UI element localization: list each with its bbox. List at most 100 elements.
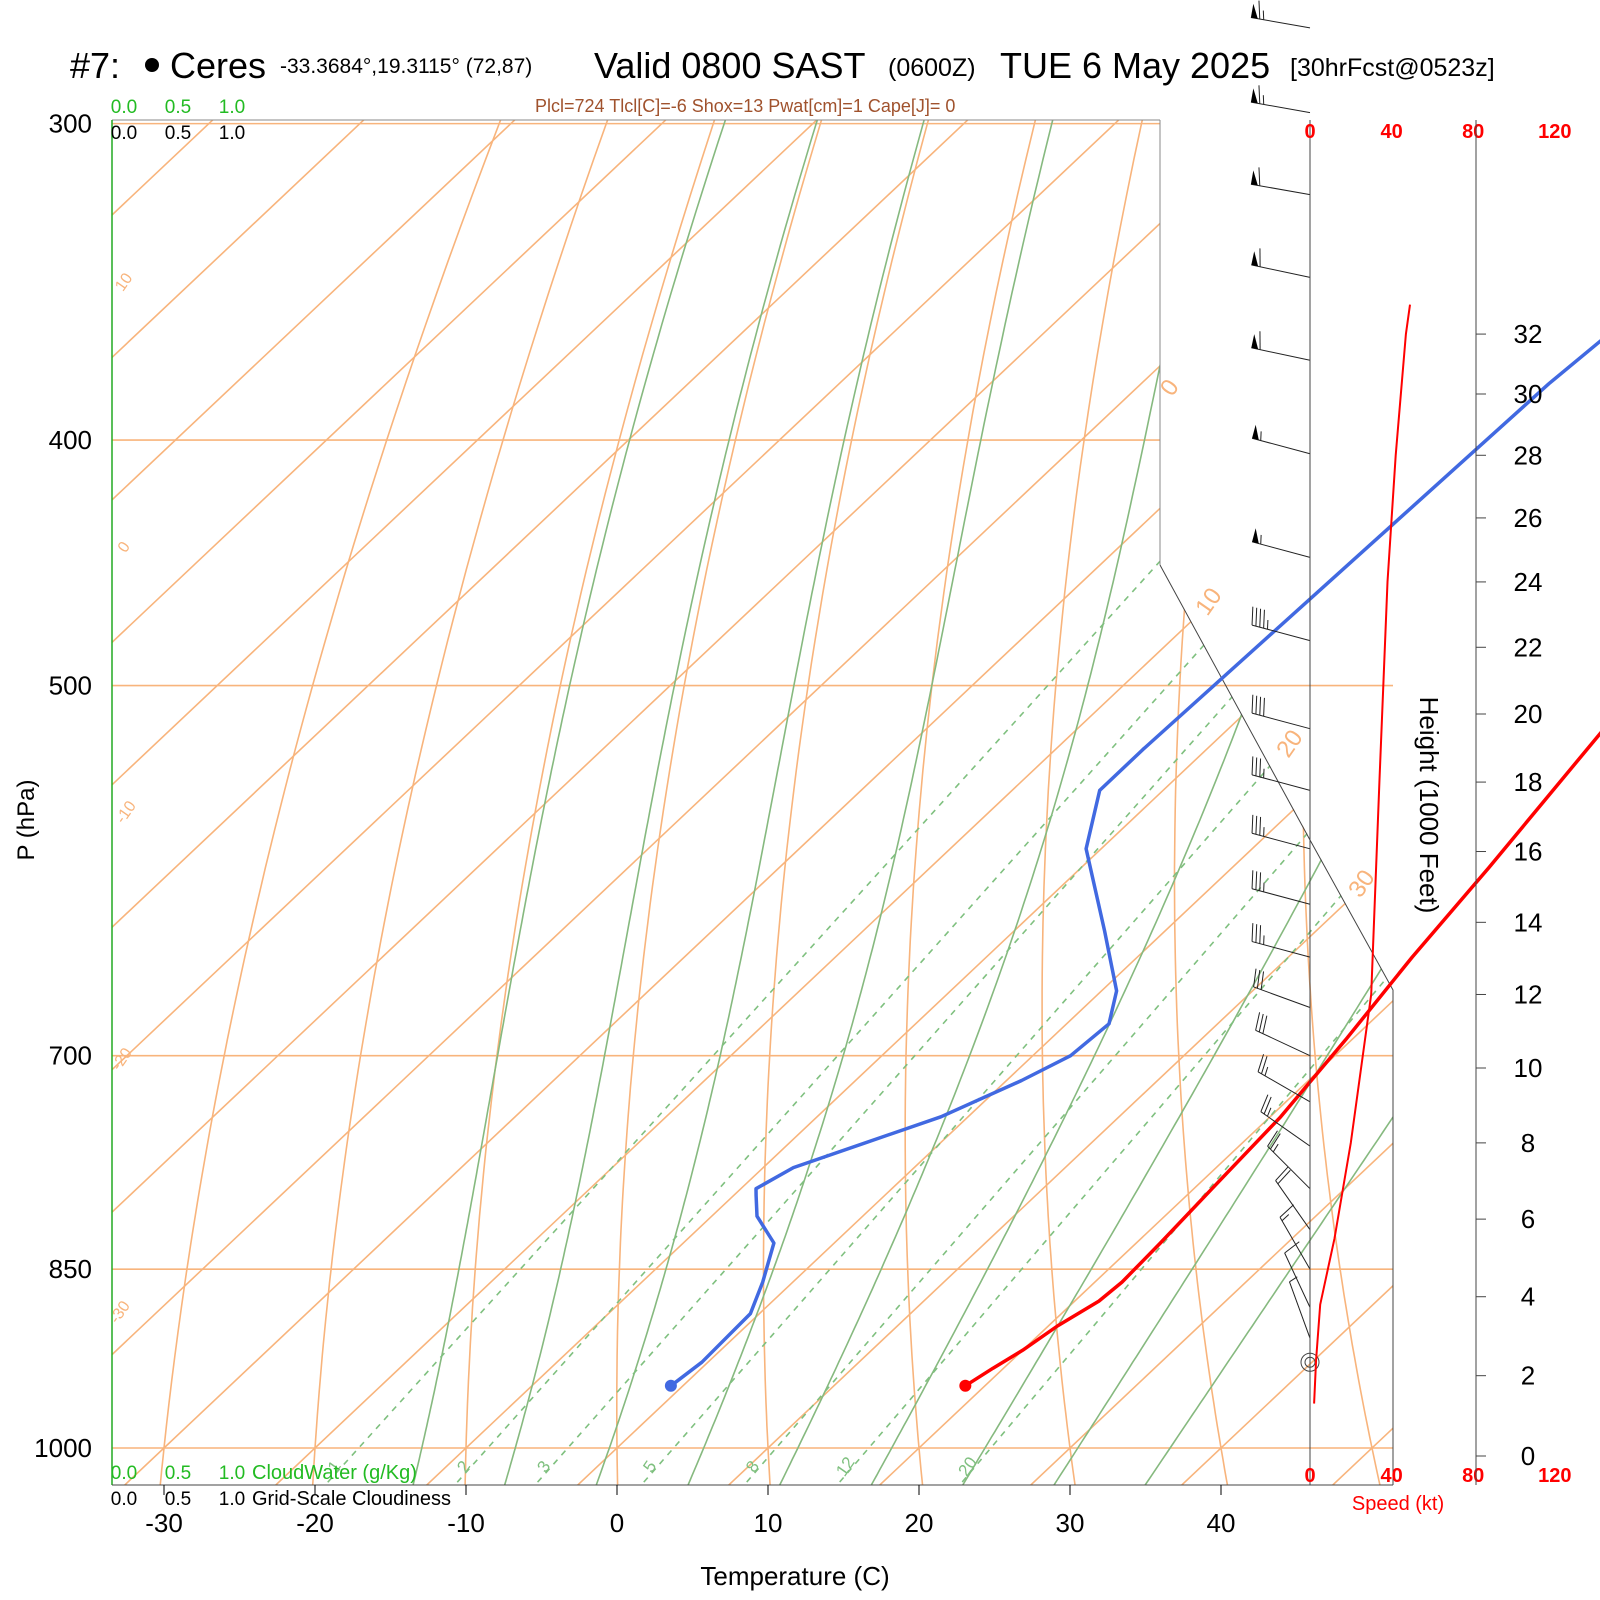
mixing-ratio-label: 2 xyxy=(453,1457,474,1476)
isotherm-label: 20 xyxy=(1271,725,1308,762)
barb-pennant xyxy=(1251,251,1259,267)
barb-full xyxy=(1258,1013,1264,1033)
barb-full xyxy=(1267,1130,1278,1147)
barb-full xyxy=(1255,757,1258,776)
isobar-lines xyxy=(112,122,1393,1449)
height-tick-label: 6 xyxy=(1521,1204,1535,1234)
barb-staff xyxy=(1251,437,1311,455)
dry-adiabat xyxy=(1041,120,1203,1485)
barb-full xyxy=(1263,609,1265,629)
valid-date: TUE 6 May 2025 xyxy=(1000,45,1270,86)
isotherm-label: -30 xyxy=(107,1298,134,1327)
surface-temperature-marker xyxy=(959,1379,972,1392)
barb-full xyxy=(1255,695,1258,715)
forecast-info: [30hrFcst@0523z] xyxy=(1290,54,1495,82)
cloud-scales: 0.0 0.5 1.0 0.0 0.5 1.0 0.0 0.5 1.0 CloudWater (g… xyxy=(111,97,451,1510)
height-tick-label: 12 xyxy=(1514,979,1543,1009)
isotherm-label: 10 xyxy=(112,270,136,294)
wind-barb xyxy=(1251,606,1311,642)
barb-staff xyxy=(1279,1217,1311,1270)
barb-staff xyxy=(1251,832,1311,850)
temperature-tick-label: -20 xyxy=(296,1508,334,1538)
speed-tick-label: 0 xyxy=(1304,121,1315,143)
barb-half xyxy=(1264,1066,1269,1076)
station-name: Ceres xyxy=(170,45,266,86)
cloud-water-scale-bottom: 0.5 xyxy=(165,1463,191,1484)
barb-full xyxy=(1253,968,1257,988)
barb-pennant xyxy=(1250,170,1258,186)
barb-half xyxy=(1272,1143,1279,1153)
pressure-tick-label: 400 xyxy=(49,425,92,455)
y-axis-title: P (hPa) xyxy=(13,780,40,861)
pressure-tick-label: 300 xyxy=(49,109,92,139)
mixing-ratio-line xyxy=(319,439,1271,1485)
wind-barb xyxy=(1251,756,1311,791)
station-dot-icon xyxy=(145,58,159,72)
station-coords: -33.3684°,19.3115° (72,87) xyxy=(280,55,532,78)
temperature-tick-label: -10 xyxy=(447,1508,485,1538)
isotherm-label: 0 xyxy=(1155,374,1185,400)
moist-adiabat xyxy=(589,120,984,1485)
speed-tick-label: 80 xyxy=(1462,121,1484,143)
temperature-axis: -30 -20 -10 0 10 20 30 40 xyxy=(145,1485,1235,1538)
cloudiness-scale-top: 0.0 xyxy=(111,123,137,144)
barb-full xyxy=(1251,694,1254,714)
stability-indices: Plcl=724 Tlcl[C]=-6 Shox=13 Pwat[cm]=1 C… xyxy=(535,96,955,116)
wind-barb xyxy=(1250,167,1311,196)
dry-adiabat xyxy=(311,120,700,1485)
barb-full xyxy=(1259,816,1262,836)
wind-barb xyxy=(1284,1241,1311,1308)
barb-staff xyxy=(1257,1071,1311,1103)
wind-barb xyxy=(1250,85,1311,114)
barb-full xyxy=(1259,696,1262,716)
cloud-water-scale-bottom: 0.0 xyxy=(111,1463,137,1484)
isotherm xyxy=(861,120,1393,1485)
barb-full xyxy=(1259,925,1262,944)
isotherm xyxy=(1012,120,1393,1485)
barb-staff xyxy=(1255,1029,1311,1057)
barb-full xyxy=(1260,971,1265,990)
cloud-water-scale-top: 0.5 xyxy=(165,97,191,118)
barb-staff xyxy=(1284,1252,1311,1308)
barb-half xyxy=(1281,1214,1290,1222)
valid-time: Valid 0800 SAST xyxy=(594,45,866,86)
barb-staff xyxy=(1251,941,1311,958)
isotherm xyxy=(112,120,1074,1485)
surface-dewpoint-marker xyxy=(664,1379,677,1392)
barb-staff xyxy=(1251,774,1311,791)
barb-full xyxy=(1255,1012,1261,1031)
barb-staff xyxy=(1251,347,1311,361)
dry-adiabat xyxy=(464,120,801,1485)
moist-adiabat xyxy=(680,120,1107,1485)
dry-adiabat xyxy=(1302,120,1393,1485)
barb-full xyxy=(1263,697,1265,717)
x-axis-title: Temperature (C) xyxy=(700,1561,889,1591)
cloudiness-scale-top: 1.0 xyxy=(219,123,245,144)
height-tick-label: 14 xyxy=(1514,907,1543,937)
moist-adiabat xyxy=(770,120,1260,1485)
cloudiness-scale-top: 0.5 xyxy=(165,123,191,144)
barb-half xyxy=(1289,1276,1298,1283)
height-tick-label: 20 xyxy=(1514,699,1543,729)
height-tick-label: 2 xyxy=(1521,1361,1535,1391)
barb-pennant xyxy=(1250,3,1258,19)
height-tick-label: 8 xyxy=(1521,1128,1535,1158)
wind-barb xyxy=(1267,1130,1311,1190)
cloud-water-scale-top: 0.0 xyxy=(111,97,137,118)
moist-adiabat xyxy=(498,120,883,1485)
temperature-tick-label: 30 xyxy=(1056,1508,1085,1538)
isotherm xyxy=(112,120,1225,1485)
height-tick-label: 18 xyxy=(1514,767,1543,797)
temperature-tick-label: 40 xyxy=(1207,1508,1236,1538)
speed-tick-label: 120 xyxy=(1538,1465,1571,1487)
cloudiness-scale-bottom-title: Grid-Scale Cloudiness xyxy=(252,1488,451,1510)
wind-barb xyxy=(1250,0,1311,29)
dry-adiabat xyxy=(1548,0,1600,1502)
dewpoint-profile xyxy=(669,339,1600,1388)
cloud-water-scale-top: 1.0 xyxy=(219,97,245,118)
speed-tick-label: 0 xyxy=(1304,1465,1315,1487)
barb-staff xyxy=(1251,264,1311,278)
barb-full xyxy=(1251,814,1254,834)
barb-full xyxy=(1251,870,1254,889)
